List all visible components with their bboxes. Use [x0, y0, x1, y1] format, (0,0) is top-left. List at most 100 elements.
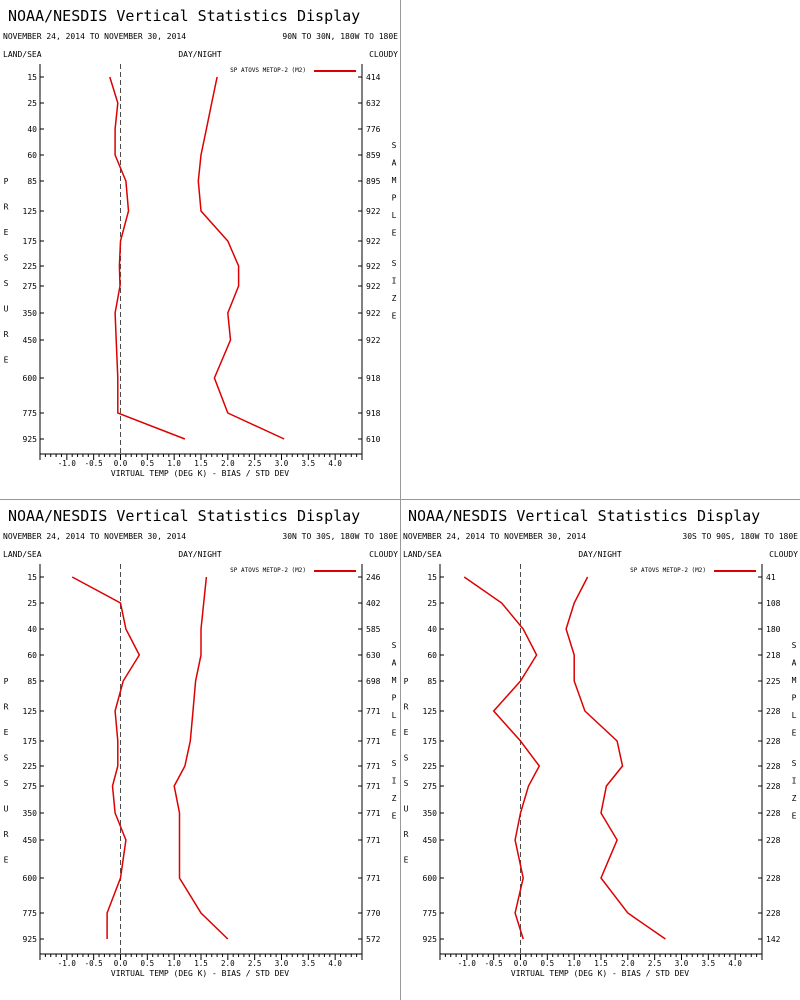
sample-size-label: 572 [366, 935, 381, 944]
sample-size-label: 918 [366, 374, 381, 383]
pressure-axis-letter: R [4, 203, 9, 212]
pressure-level-label: 40 [427, 625, 437, 634]
panel-divider-vertical [400, 0, 401, 1000]
std-dev-series-line [173, 576, 229, 940]
x-tick-label: 0.5 [141, 959, 155, 968]
pressure-level-label: 775 [423, 909, 438, 918]
sample-size-axis-letter: A [392, 159, 397, 168]
legend-label: SP ATOVS METOP-2 (M2) [630, 567, 706, 574]
sample-size-axis-letter: E [392, 229, 397, 238]
x-tick-label: 3.5 [702, 959, 716, 968]
day-night-label: DAY/NIGHT [578, 550, 622, 559]
sample-size-label: 698 [366, 677, 381, 686]
sample-size-axis-letter: I [392, 277, 397, 286]
sample-size-axis-letter: E [792, 812, 797, 821]
sample-size-axis-letter: M [392, 676, 397, 685]
sample-size-label: 180 [766, 625, 781, 634]
cloudy-label: CLOUDY [369, 50, 398, 59]
pressure-axis-letter: P [404, 677, 409, 686]
bias-series-line [109, 76, 186, 440]
pressure-level-label: 40 [27, 625, 37, 634]
pressure-level-label: 85 [27, 177, 37, 186]
x-axis-label: VIRTUAL TEMP (DEG K) - BIAS / STD DEV [111, 969, 289, 978]
x-tick-label: 1.0 [167, 459, 181, 468]
sample-size-label: 414 [366, 73, 381, 82]
pressure-level-label: 60 [27, 651, 37, 660]
cloudy-label: CLOUDY [769, 550, 798, 559]
pressure-level-label: 925 [23, 435, 38, 444]
chart-title: NOAA/NESDIS Vertical Statistics Display [8, 507, 360, 525]
sample-size-axis-letter: E [392, 729, 397, 738]
sample-size-axis-letter: M [392, 176, 397, 185]
sample-size-label: 228 [766, 836, 781, 845]
sample-size-label: 771 [366, 809, 381, 818]
pressure-level-label: 275 [423, 782, 438, 791]
pressure-axis-letter: S [4, 279, 9, 288]
x-tick-label: -1.0 [58, 459, 77, 468]
pressure-level-label: 15 [427, 573, 437, 582]
pressure-level-label: 225 [23, 262, 38, 271]
pressure-axis-letter: U [4, 305, 9, 314]
sample-size-label: 771 [366, 836, 381, 845]
x-tick-label: -1.0 [458, 959, 477, 968]
chart-panel-1: NOAA/NESDIS Vertical Statistics Display N… [3, 7, 398, 478]
sample-size-axis-letter: I [392, 777, 397, 786]
region-label: 30N TO 30S, 180W TO 180E [282, 532, 398, 541]
sample-size-axis-letter: A [392, 659, 397, 668]
pressure-level-label: 25 [27, 99, 37, 108]
x-tick-label: 2.0 [221, 459, 235, 468]
pressure-level-label: 450 [23, 836, 38, 845]
pressure-level-label: 85 [427, 677, 437, 686]
sample-size-label: 771 [366, 782, 381, 791]
pressure-level-label: 175 [423, 737, 438, 746]
chart-panel-2: NOAA/NESDIS Vertical Statistics Display N… [3, 507, 398, 978]
sample-size-axis-letter: S [792, 641, 797, 650]
pressure-level-label: 600 [423, 874, 438, 883]
pressure-level-label: 350 [423, 809, 438, 818]
sample-size-axis-letter: S [392, 641, 397, 650]
sample-size-axis-letter: S [392, 259, 397, 268]
sample-size-label: 228 [766, 762, 781, 771]
day-night-label: DAY/NIGHT [178, 550, 222, 559]
chart-title: NOAA/NESDIS Vertical Statistics Display [408, 507, 760, 525]
x-axis-label: VIRTUAL TEMP (DEG K) - BIAS / STD DEV [111, 469, 289, 478]
sample-size-axis-letter: P [392, 194, 397, 203]
sample-size-label: 922 [366, 262, 381, 271]
sample-size-axis-letter: L [392, 711, 397, 720]
pressure-level-label: 60 [427, 651, 437, 660]
pressure-axis-letter: S [404, 779, 409, 788]
sample-size-label: 228 [766, 782, 781, 791]
land-sea-label: LAND/SEA [3, 50, 42, 59]
sample-size-label: 610 [366, 435, 381, 444]
pressure-axis-letter: P [4, 677, 9, 686]
pressure-level-label: 775 [23, 909, 38, 918]
x-tick-label: 2.5 [648, 959, 662, 968]
sample-size-axis-letter: P [392, 694, 397, 703]
sample-size-label: 771 [366, 707, 381, 716]
bias-series-line [71, 576, 141, 939]
pressure-level-label: 175 [23, 237, 38, 246]
sample-size-axis-letter: Z [392, 294, 397, 303]
sample-size-label: 918 [366, 409, 381, 418]
x-tick-label: 3.0 [675, 959, 689, 968]
pressure-level-label: 350 [23, 309, 38, 318]
pressure-axis-letter: R [404, 703, 409, 712]
sample-size-axis-letter: Z [792, 794, 797, 803]
sample-size-axis-letter: I [792, 777, 797, 786]
x-tick-label: 2.0 [221, 959, 235, 968]
sample-size-label: 228 [766, 874, 781, 883]
pressure-level-label: 125 [23, 707, 38, 716]
x-tick-label: 4.0 [328, 459, 342, 468]
sample-size-label: 632 [366, 99, 381, 108]
pressure-level-label: 450 [23, 336, 38, 345]
pressure-axis-letter: S [4, 254, 9, 263]
sample-size-label: 228 [766, 707, 781, 716]
pressure-axis-letter: U [4, 805, 9, 814]
x-tick-label: -0.5 [485, 959, 503, 968]
sample-size-label: 922 [366, 309, 381, 318]
sample-size-label: 228 [766, 809, 781, 818]
pressure-level-label: 125 [23, 207, 38, 216]
chart-title: NOAA/NESDIS Vertical Statistics Display [8, 7, 360, 25]
sample-size-label: 218 [766, 651, 781, 660]
